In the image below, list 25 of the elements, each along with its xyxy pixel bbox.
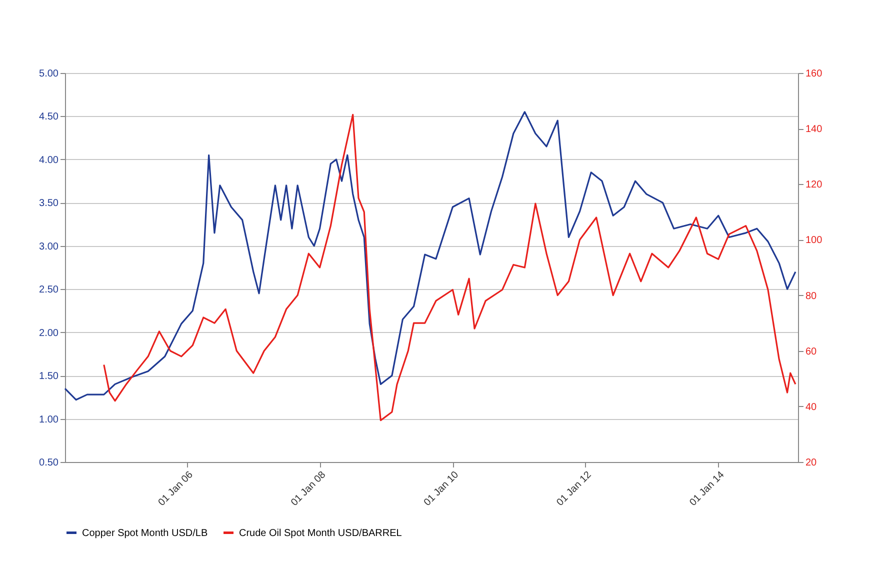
y2-tick-label: 40 [806,402,818,413]
y2-tick-label: 60 [806,346,818,358]
y-tick-label: 1.00 [39,414,59,426]
y-tick-label: 1.50 [39,371,59,382]
y-tick-label: 2.50 [39,284,59,296]
x-tick-label: 01 Jan 12 [554,469,594,508]
x-tick-label: 01 Jan 06 [156,469,196,508]
y-tick-label: 5.00 [39,68,59,80]
y-tick-label: 4.00 [39,154,59,166]
y-tick-label: 4.50 [39,112,59,123]
legend-label: Copper Spot Month USD/LB [82,528,208,539]
y-tick-label: 2.00 [39,328,59,339]
y-tick-label: 3.00 [39,241,59,252]
x-tick-label: 01 Jan 10 [422,469,462,508]
y2-tick-label: 20 [806,458,818,468]
y2-tick-label: 160 [806,68,823,80]
x-tick-label: 01 Jan 08 [289,469,328,508]
y2-tick-label: 100 [806,235,823,246]
legend-label: Crude Oil Spot Month USD/BARREL [239,528,402,539]
x-tick-label: 01 Jan 14 [688,469,727,508]
y-tick-label: 0.50 [39,458,59,468]
y-tick-label: 3.50 [39,198,59,210]
y2-tick-label: 80 [806,290,818,302]
y2-tick-label: 120 [806,180,823,191]
y2-tick-label: 140 [806,124,823,136]
